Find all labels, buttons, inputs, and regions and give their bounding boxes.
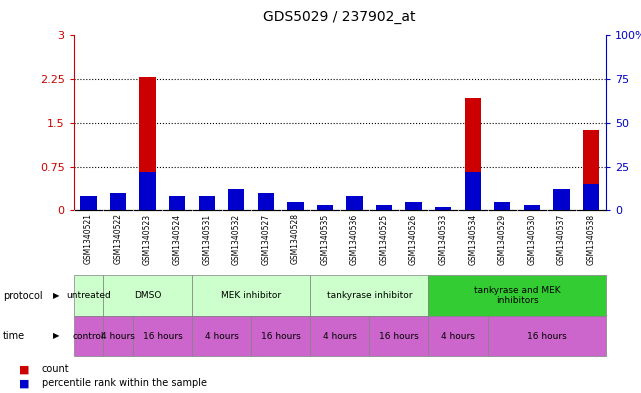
Bar — [465, 172, 481, 210]
Text: DMSO: DMSO — [134, 291, 162, 300]
Text: 16 hours: 16 hours — [527, 332, 567, 340]
Text: GDS5029 / 237902_at: GDS5029 / 237902_at — [263, 9, 416, 24]
Bar — [524, 205, 540, 210]
Text: 4 hours: 4 hours — [323, 332, 356, 340]
Text: untreated: untreated — [66, 291, 111, 300]
Text: GSM1340529: GSM1340529 — [498, 213, 507, 264]
Bar — [287, 202, 304, 210]
Text: GSM1340531: GSM1340531 — [202, 213, 212, 264]
Bar — [435, 209, 451, 210]
Text: GSM1340532: GSM1340532 — [232, 213, 241, 264]
Bar — [494, 202, 510, 210]
Text: 4 hours: 4 hours — [101, 332, 135, 340]
Bar — [376, 209, 392, 210]
Text: control: control — [72, 332, 104, 340]
Bar — [110, 200, 126, 210]
Text: MEK inhibitor: MEK inhibitor — [221, 291, 281, 300]
Bar — [494, 206, 510, 210]
Bar — [524, 208, 540, 210]
Text: tankyrase and MEK
inhibitors: tankyrase and MEK inhibitors — [474, 286, 560, 305]
Bar — [287, 206, 304, 210]
Text: ■: ■ — [19, 364, 29, 375]
Text: GSM1340527: GSM1340527 — [262, 213, 271, 264]
Text: percentile rank within the sample: percentile rank within the sample — [42, 378, 206, 388]
Bar — [199, 196, 215, 210]
Text: GSM1340534: GSM1340534 — [468, 213, 478, 265]
Text: GSM1340522: GSM1340522 — [113, 213, 122, 264]
Text: 4 hours: 4 hours — [441, 332, 475, 340]
Bar — [140, 172, 156, 210]
Bar — [317, 207, 333, 210]
Bar — [110, 193, 126, 210]
Bar — [258, 202, 274, 210]
Bar — [553, 200, 570, 210]
Text: 4 hours: 4 hours — [204, 332, 238, 340]
Text: GSM1340533: GSM1340533 — [438, 213, 447, 265]
Text: protocol: protocol — [3, 291, 43, 301]
Text: GSM1340538: GSM1340538 — [587, 213, 595, 264]
Bar — [406, 202, 422, 210]
Bar — [317, 205, 333, 210]
Bar — [169, 206, 185, 210]
Text: GSM1340524: GSM1340524 — [172, 213, 181, 264]
Bar — [346, 202, 363, 210]
Text: GSM1340526: GSM1340526 — [409, 213, 418, 264]
Bar — [465, 98, 481, 210]
Text: ▶: ▶ — [53, 291, 60, 300]
Bar — [199, 204, 215, 210]
Text: count: count — [42, 364, 69, 375]
Bar — [258, 193, 274, 210]
Text: GSM1340530: GSM1340530 — [528, 213, 537, 265]
Text: GSM1340528: GSM1340528 — [291, 213, 300, 264]
Text: 16 hours: 16 hours — [379, 332, 419, 340]
Text: GSM1340523: GSM1340523 — [143, 213, 152, 264]
Bar — [583, 130, 599, 210]
Bar — [346, 196, 363, 210]
Bar — [169, 196, 185, 210]
Text: GSM1340537: GSM1340537 — [557, 213, 566, 265]
Text: GSM1340535: GSM1340535 — [320, 213, 329, 265]
Bar — [435, 207, 451, 210]
Bar — [406, 206, 422, 210]
Text: GSM1340525: GSM1340525 — [379, 213, 388, 264]
Bar — [553, 189, 570, 210]
Bar — [228, 189, 244, 210]
Text: 16 hours: 16 hours — [261, 332, 301, 340]
Bar — [376, 205, 392, 210]
Bar — [583, 184, 599, 210]
Text: GSM1340536: GSM1340536 — [350, 213, 359, 265]
Text: ▶: ▶ — [53, 332, 60, 340]
Text: GSM1340521: GSM1340521 — [84, 213, 93, 264]
Text: time: time — [3, 331, 26, 341]
Bar — [80, 196, 97, 210]
Text: tankyrase inhibitor: tankyrase inhibitor — [326, 291, 412, 300]
Bar — [140, 77, 156, 210]
Bar — [228, 200, 244, 210]
Bar — [80, 206, 97, 210]
Text: 16 hours: 16 hours — [142, 332, 182, 340]
Text: ■: ■ — [19, 378, 29, 388]
